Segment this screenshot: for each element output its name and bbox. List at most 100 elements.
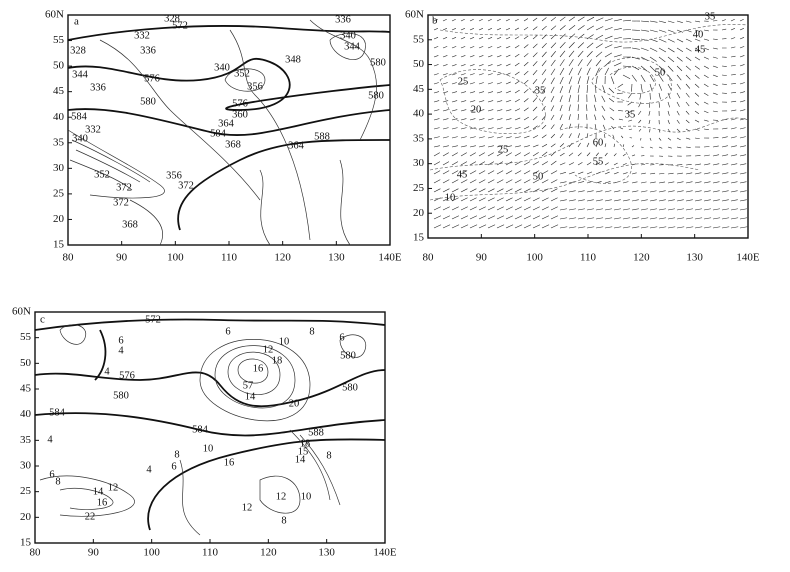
wind-arrow [460,188,468,193]
wind-arrow [478,136,485,139]
wind-arrow [676,146,682,149]
wind-arrow [433,188,441,193]
wind-arrow [631,190,639,193]
wind-arrow [541,161,548,166]
wind-arrow [595,190,603,193]
wind-arrow [658,20,666,23]
x-tick-label: 120 [633,252,650,264]
wind-arrow [712,56,718,59]
wind-arrow [541,188,549,193]
wind-arrow [685,101,690,107]
wind-arrow [460,215,469,220]
wind-arrow [514,45,520,49]
wind-arrow [658,190,666,193]
contour-label: 364 [218,118,235,129]
wind-arrow [676,137,681,141]
wind-arrow [694,163,702,166]
wind-arrow [442,109,449,112]
y-tick-label: 25 [413,182,425,194]
wind-arrow [496,28,501,31]
wind-arrow [640,65,648,72]
wind-arrow [532,106,538,112]
wind-arrow [460,109,467,112]
wind-arrow [730,208,738,211]
contour-label: 18 [300,438,311,449]
wind-arrow [514,99,520,103]
y-tick-label: 20 [20,511,32,523]
wind-arrow [442,118,449,121]
wind-arrow [442,170,450,175]
contour-label: 336 [335,14,351,25]
wind-arrow [523,145,530,148]
wind-arrow [640,29,649,32]
wind-arrow [640,47,649,51]
wind-arrow [568,217,577,220]
contour-label: 356 [166,170,182,181]
wind-arrow [523,79,529,85]
wind-arrow [667,190,675,193]
wind-arrow [631,65,640,71]
wind-arrow [433,55,439,58]
wind-arrow [505,54,511,58]
wind-arrow [478,188,486,193]
wind-arrow [685,110,690,115]
wind-arrow [676,65,683,72]
wind-arrow [595,217,604,220]
wind-arrow [577,67,582,76]
wind-arrow [658,92,661,100]
wind-arrow [613,190,621,193]
wind-arrow [496,188,504,193]
wind-arrow [694,56,701,61]
wind-arrow [604,171,610,175]
wind-arrow [631,74,637,82]
wind-arrow [487,109,494,112]
wind-arrow [487,188,495,193]
wind-arrow [433,206,441,211]
wind-arrow [676,181,684,184]
wind-arrow [568,226,577,229]
wind-arrow [577,59,583,67]
wind-arrow [703,154,710,157]
contour-label: 4 [104,366,110,377]
wind-arrow [685,137,691,140]
wind-arrow [631,208,639,211]
wind-arrow [568,50,575,58]
contour-label: 8 [281,515,286,526]
wind-arrow [442,28,447,31]
wind-arrow [594,114,597,121]
wind-arrow [577,50,584,58]
wind-arrow [586,171,593,175]
wind-arrow [469,197,477,202]
wind-arrow [694,155,701,157]
wind-arrow [451,73,457,76]
wind-arrow [712,20,718,22]
wind-arrow [550,51,556,58]
wind-arrow [568,199,576,202]
y-tick-label: 50 [413,58,425,70]
wind-arrow [703,74,709,78]
wind-arrow [622,172,628,175]
wind-arrow [604,27,613,31]
x-tick-label: 90 [88,547,100,559]
wind-arrow [712,83,718,86]
wind-arrow [694,38,701,42]
wind-arrow [514,117,521,121]
wind-arrow [541,51,547,58]
wind-arrow [451,18,456,22]
panel-label: c [40,314,45,326]
wind-arrow [451,197,459,202]
wind-arrow [730,55,736,58]
wind-arrow [550,160,557,166]
wind-arrow [478,197,486,202]
wind-arrow [433,179,441,184]
wind-arrow [505,63,511,67]
wind-arrow [514,108,521,112]
wind-arrow [730,109,737,112]
x-tick-label: 80 [63,252,75,264]
wind-arrow [594,124,597,130]
wind-arrow [703,110,709,114]
wind-arrow [649,47,658,52]
wind-arrow [460,136,467,139]
wind-arrow [676,226,685,229]
